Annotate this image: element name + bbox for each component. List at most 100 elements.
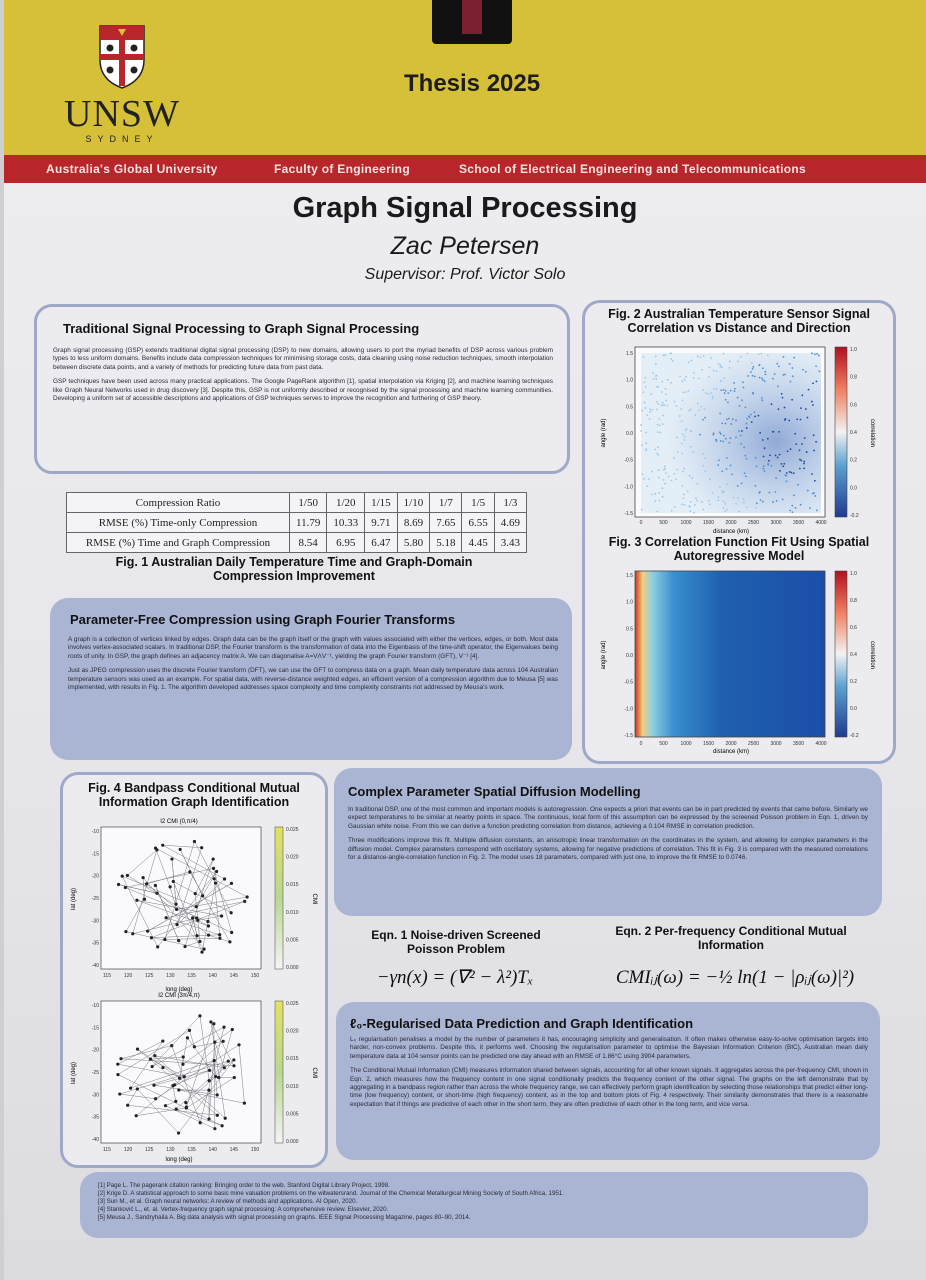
graph-edge (195, 858, 214, 894)
fig2-point (647, 478, 650, 480)
gft-paragraph-1: A graph is a collection of vertices link… (68, 636, 558, 660)
fig2-point (775, 500, 778, 502)
graph-edge (194, 1041, 224, 1048)
fig2-point (736, 485, 739, 487)
graph-node (212, 877, 216, 881)
fig2-point (744, 454, 747, 457)
fig2-point (776, 456, 779, 459)
fig2-point (661, 380, 664, 383)
fig2-point (739, 434, 742, 437)
graph-edge (137, 1048, 180, 1079)
fig2-point (802, 368, 804, 371)
fig2-y-tick: -1.5 (624, 511, 633, 517)
fig2-x-tick: 0 (640, 520, 643, 526)
graph-edge (176, 1060, 229, 1110)
fig2-point (691, 477, 694, 479)
fig2-point (654, 355, 657, 358)
fig2-point (724, 422, 727, 425)
fig2-point (642, 355, 645, 358)
fig4-top-xlabel: long (deg) (165, 987, 192, 993)
fig2-point (641, 444, 643, 447)
fig2-point (707, 393, 709, 395)
fig4-top-title: I2 CMI (0,π/4) (160, 819, 197, 825)
graph-edge (171, 1045, 201, 1123)
fig2-cbar-tick: 0.2 (850, 458, 857, 464)
fig2-point (724, 502, 727, 505)
fig2-point (761, 397, 763, 399)
fig2-point (720, 389, 723, 392)
fig2-point (693, 503, 696, 506)
fig2-point (780, 392, 783, 395)
fig2-point (799, 407, 802, 410)
fig2-point (688, 474, 691, 477)
graph-node (191, 916, 195, 920)
fig3-x-tick: 1500 (703, 741, 714, 747)
fig2-point (658, 499, 661, 502)
fig2-point (783, 462, 786, 465)
graph-edge (152, 1026, 225, 1067)
fig2-point (656, 452, 659, 455)
fig3-y-tick: 0.5 (626, 626, 633, 632)
fig2-point (655, 378, 658, 381)
graph-node (176, 1131, 181, 1135)
fig4-title: Fig. 4 Bandpass Conditional Mutual Infor… (88, 781, 300, 809)
fig3-cbar-tick: -0.2 (850, 733, 859, 739)
fig2-point (664, 393, 667, 396)
l0-box: ℓ₀-Regularised Data Prediction and Graph… (336, 1002, 880, 1160)
graph-node (237, 1043, 241, 1047)
fig3-cbar-tick: 0.8 (850, 598, 857, 604)
fig2-point (719, 380, 722, 383)
graph-node (161, 843, 165, 847)
fig3-colorbar (834, 570, 848, 738)
fig2-point (745, 422, 748, 425)
gft-box: Parameter-Free Compression using Graph F… (50, 598, 572, 760)
fig2-point (641, 473, 644, 475)
fig2-point (646, 414, 649, 417)
reference-item: [5] Meusa J., Sandryhaila A. Big data an… (98, 1214, 471, 1221)
graph-edge (189, 1030, 195, 1047)
fig4-bottom-xlabel: long (deg) (165, 1157, 192, 1163)
fig2-point (791, 504, 794, 507)
fig3-x-tick: 3000 (770, 741, 781, 747)
fig2-point (682, 391, 685, 394)
diffusion-paragraph-2: Three modifications improve this fit. Mu… (348, 837, 868, 862)
fig2-point (701, 368, 704, 371)
fig4-bottom-x-tick: 130 (166, 1147, 175, 1153)
fig3-y-tick: -1.5 (624, 733, 633, 739)
fig2-x-tick: 3000 (770, 520, 781, 526)
fig3-y-tick: 1.5 (626, 573, 633, 579)
fig2-point (696, 482, 699, 485)
fig4-bottom-cbar-tick: 0.005 (286, 1111, 299, 1117)
graph-node (207, 1117, 211, 1121)
fig2-point (731, 473, 733, 476)
fig4-top-cbar-tick: 0.010 (286, 910, 299, 916)
fig2-point (763, 470, 766, 472)
fig4-top-y-tick: -40 (92, 963, 99, 969)
graph-edge (118, 884, 157, 894)
graph-node (213, 1040, 217, 1044)
fig2-point (807, 388, 810, 391)
fig2-point (719, 433, 722, 435)
fig2-point (653, 493, 656, 495)
fig2-point (775, 477, 778, 480)
graph-edge (132, 849, 158, 934)
table-cell: 9.71 (364, 512, 398, 533)
eqn2-formula: CMIᵢⱼ(ω) = −½ ln(1 − |ρᵢⱼ(ω)|²) (615, 967, 855, 988)
fig2-point (728, 366, 731, 369)
table-cell: 6.55 (461, 512, 495, 533)
fig2-point (762, 455, 765, 458)
fig2-points (640, 352, 821, 514)
fig4-top-y-tick: -30 (92, 918, 99, 924)
fig2-point (735, 419, 737, 422)
fig2-point (788, 471, 791, 473)
graph-node (161, 1039, 165, 1043)
fig2-point (766, 437, 769, 440)
fig2-point (791, 367, 794, 369)
table-cell: 8.69 (396, 512, 431, 533)
table-cell: 1/10 (396, 492, 431, 513)
graph-node (148, 1057, 153, 1061)
fig2-point (659, 431, 662, 434)
fig2-point (804, 370, 807, 373)
graph-node (220, 914, 224, 918)
fig2-point (726, 508, 728, 511)
